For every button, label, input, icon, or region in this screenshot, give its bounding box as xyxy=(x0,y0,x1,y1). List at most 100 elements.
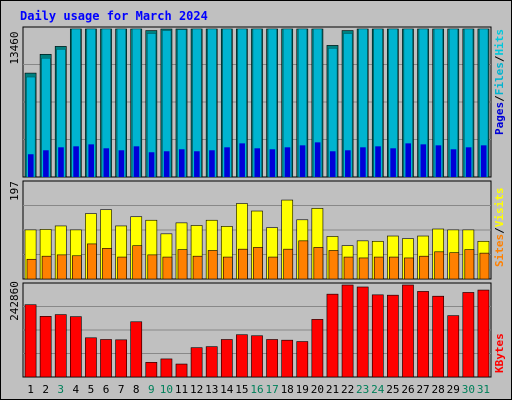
bar-pages xyxy=(420,144,427,177)
x-tick-label: 22 xyxy=(341,383,354,396)
x-tick-label: 24 xyxy=(371,383,385,396)
bar-pages xyxy=(480,145,487,177)
bar-sites xyxy=(464,249,475,280)
bar-pages xyxy=(73,146,79,177)
bar-kbytes xyxy=(281,339,294,378)
x-tick-label: 14 xyxy=(220,383,234,396)
x-tick-label: 28 xyxy=(432,383,445,396)
y-tick-label: 13460 xyxy=(8,31,21,64)
bar-sites xyxy=(222,256,233,280)
bar-kbytes xyxy=(296,341,309,378)
bar-sites xyxy=(192,255,203,280)
bar-pages xyxy=(209,150,215,177)
legend: KBytes xyxy=(493,333,506,373)
bar-pages xyxy=(465,147,472,177)
x-tick-label: 15 xyxy=(235,383,248,396)
bar-kbytes xyxy=(85,337,97,378)
bar-sites xyxy=(177,249,188,280)
x-tick-label: 13 xyxy=(205,383,218,396)
bar-sites xyxy=(26,258,37,280)
bar-kbytes xyxy=(54,314,67,378)
y-tick-label: 242860 xyxy=(8,281,21,321)
bar-pages xyxy=(43,150,49,177)
x-tick-label: 5 xyxy=(88,383,95,396)
bar-kbytes xyxy=(69,316,82,378)
bar-sites xyxy=(358,257,369,280)
x-tick-label: 23 xyxy=(356,383,369,396)
x-tick-label: 21 xyxy=(326,383,339,396)
x-tick-label: 2 xyxy=(42,383,49,396)
bar-sites xyxy=(389,256,399,280)
x-axis-labels: 1 2 3 4 5 6 7 8 9 10 11 12 13 14 15 16 17 18 19 20 21 22 23 24 2… xyxy=(27,383,490,396)
bar-pages xyxy=(224,147,230,177)
bar-sites xyxy=(56,254,67,280)
x-tick-label: 16 xyxy=(250,383,263,396)
bar-kbytes xyxy=(387,294,399,378)
bar-pages xyxy=(88,144,94,177)
bar-pages xyxy=(148,152,155,177)
legend-kbytes: KBytes xyxy=(493,333,506,373)
bar-kbytes xyxy=(402,284,414,378)
bar-kbytes xyxy=(311,319,324,378)
bar-kbytes xyxy=(371,294,384,378)
x-tick-label: 4 xyxy=(73,383,80,396)
bar-kbytes xyxy=(160,358,173,378)
x-tick-label: 19 xyxy=(296,383,309,396)
chart-panels: 13460 197 242860 xyxy=(8,26,492,378)
bar-pages xyxy=(239,143,245,177)
bar-pages xyxy=(194,151,200,177)
panel-visitors: 197 xyxy=(8,180,492,280)
bar-pages xyxy=(269,149,276,177)
x-tick-label: 6 xyxy=(103,383,110,396)
bar-sites xyxy=(404,257,414,280)
bar-kbytes xyxy=(145,362,158,378)
x-tick-label: 11 xyxy=(175,383,188,396)
bar-pages xyxy=(450,149,457,177)
bar-sites xyxy=(449,252,460,280)
legend-sites: Sites xyxy=(493,234,506,267)
x-tick-label: 12 xyxy=(190,383,203,396)
bar-sites xyxy=(207,250,218,280)
bar-pages xyxy=(58,147,64,177)
bar-pages xyxy=(405,143,412,177)
x-tick-label: 1 xyxy=(27,383,34,396)
bar-sites xyxy=(298,240,309,280)
x-tick-label: 30 xyxy=(462,383,475,396)
panel-volume: 242860 xyxy=(8,281,492,378)
bar-kbytes xyxy=(326,293,339,378)
legend-hits: Hits xyxy=(493,29,506,56)
bar-pages xyxy=(103,148,110,177)
bar-sites xyxy=(268,256,278,280)
bar-pages xyxy=(118,150,125,177)
bar-sites xyxy=(313,247,324,280)
bar-pages xyxy=(390,148,396,177)
bar-kbytes xyxy=(432,295,445,378)
bar-kbytes xyxy=(477,289,490,378)
bar-kbytes xyxy=(24,304,37,378)
bar-sites xyxy=(41,255,52,280)
bar-kbytes xyxy=(251,335,263,378)
y-tick-label: 197 xyxy=(8,181,21,201)
x-tick-label: 18 xyxy=(281,383,294,396)
bar-kbytes xyxy=(190,347,203,378)
bar-sites xyxy=(238,248,248,280)
bar-sites xyxy=(87,243,97,280)
bar-kbytes xyxy=(356,286,369,378)
bar-kbytes xyxy=(100,339,112,378)
bar-sites xyxy=(253,247,263,280)
legend-files: Files xyxy=(493,62,506,95)
legend-separator: / xyxy=(493,95,506,102)
bar-pages xyxy=(360,147,366,177)
legend-separator: / xyxy=(493,55,506,62)
bar-pages xyxy=(163,151,170,177)
x-tick-label: 10 xyxy=(160,383,173,396)
bar-sites xyxy=(373,256,384,280)
bar-kbytes xyxy=(175,363,188,378)
bar-pages xyxy=(133,146,140,177)
bar-sites xyxy=(71,255,82,280)
bar-sites xyxy=(479,252,490,280)
legend-separator: / xyxy=(493,227,506,234)
x-tick-label: 20 xyxy=(311,383,324,396)
